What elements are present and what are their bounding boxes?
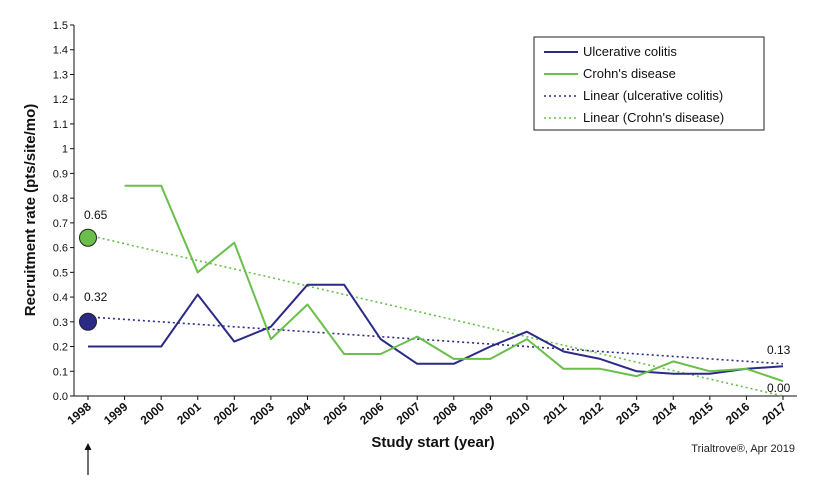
x-tick-label: 2008 bbox=[430, 399, 460, 427]
legend-label: Linear (ulcerative colitis) bbox=[583, 88, 723, 103]
series-line-0 bbox=[88, 283, 784, 375]
y-tick-label: 0.4 bbox=[53, 292, 68, 304]
annotations: 0.65 0.32 0.13 0.00 bbox=[84, 208, 791, 395]
data-label: 0.32 bbox=[84, 290, 108, 304]
y-tick-label: 0.7 bbox=[53, 218, 68, 230]
y-axis-title: Recruitment rate (pts/site/mo) bbox=[22, 104, 39, 317]
y-tick-label: 0.9 bbox=[53, 168, 68, 180]
legend-label: Linear (Crohn's disease) bbox=[583, 110, 724, 125]
point-marker-0 bbox=[79, 312, 97, 331]
series-line-3 bbox=[87, 234, 784, 397]
x-tick-label: 2004 bbox=[284, 399, 314, 427]
x-tick-label: 2006 bbox=[357, 399, 387, 427]
y-tick-label: 0.2 bbox=[53, 342, 68, 354]
trend-lines bbox=[87, 234, 784, 397]
y-tick-label: 1 bbox=[62, 144, 68, 156]
y-tick-label: 0.3 bbox=[53, 317, 68, 329]
y-axis: 0.0 0.1 0.2 0.3 0.4 0.5 0.6 0.7 0.8 0.9 1 1.1 1.2 1.3… bbox=[53, 20, 75, 403]
markers bbox=[79, 228, 97, 331]
series-line-2 bbox=[87, 316, 784, 365]
y-tick-label: 0.1 bbox=[53, 366, 68, 378]
legend: Ulcerative colitis Crohn's disease Linear … bbox=[533, 36, 765, 131]
x-tick-label: 2012 bbox=[577, 399, 607, 427]
x-axis-title: Study start (year) bbox=[371, 434, 494, 451]
source-note: Trialtrove®, Apr 2019 bbox=[691, 443, 795, 455]
y-tick-label: 1.1 bbox=[53, 119, 68, 131]
x-tick-label: 2001 bbox=[174, 399, 204, 427]
y-tick-label: 1.4 bbox=[53, 45, 68, 57]
x-tick-label: 2017 bbox=[759, 399, 789, 427]
data-label: 0.65 bbox=[84, 208, 108, 222]
x-tick-label: 2009 bbox=[467, 399, 497, 427]
x-axis: 1998 1999 2000 2001 2002 2003 2004 2005 2006 2007… bbox=[64, 395, 797, 427]
legend-label: Ulcerative colitis bbox=[583, 44, 677, 59]
x-tick-label: 2014 bbox=[650, 399, 680, 427]
series-lines bbox=[88, 184, 784, 383]
y-tick-label: 1.5 bbox=[53, 20, 68, 32]
x-tick-label: 2016 bbox=[723, 399, 753, 427]
y-tick-label: 0.0 bbox=[53, 391, 68, 403]
series-line-1 bbox=[124, 184, 784, 383]
y-tick-label: 0.8 bbox=[53, 193, 68, 205]
legend-label: Crohn's disease bbox=[583, 66, 676, 81]
data-label: 0.00 bbox=[767, 381, 791, 395]
x-tick-label: 2013 bbox=[613, 399, 643, 427]
y-tick-label: 0.5 bbox=[53, 267, 68, 279]
x-tick-label: 2005 bbox=[321, 399, 351, 427]
x-tick-label: 1998 bbox=[64, 399, 94, 427]
x-tick-label: 2015 bbox=[686, 399, 716, 427]
x-tick-label: 2011 bbox=[541, 399, 570, 427]
y-tick-label: 1.3 bbox=[53, 69, 68, 81]
x-tick-label: 2003 bbox=[247, 399, 277, 427]
x-tick-label: 2000 bbox=[138, 399, 168, 427]
x-tick-label: 2007 bbox=[394, 399, 424, 427]
data-label: 0.13 bbox=[767, 343, 791, 357]
x-tick-label: 1999 bbox=[101, 399, 131, 427]
y-tick-label: 1.2 bbox=[53, 94, 68, 106]
x-tick-label: 2002 bbox=[211, 399, 241, 427]
point-marker-1 bbox=[79, 228, 97, 247]
y-tick-label: 0.6 bbox=[53, 243, 68, 255]
x-tick-label: 2010 bbox=[503, 399, 533, 427]
arrow-up-icon bbox=[84, 443, 92, 475]
